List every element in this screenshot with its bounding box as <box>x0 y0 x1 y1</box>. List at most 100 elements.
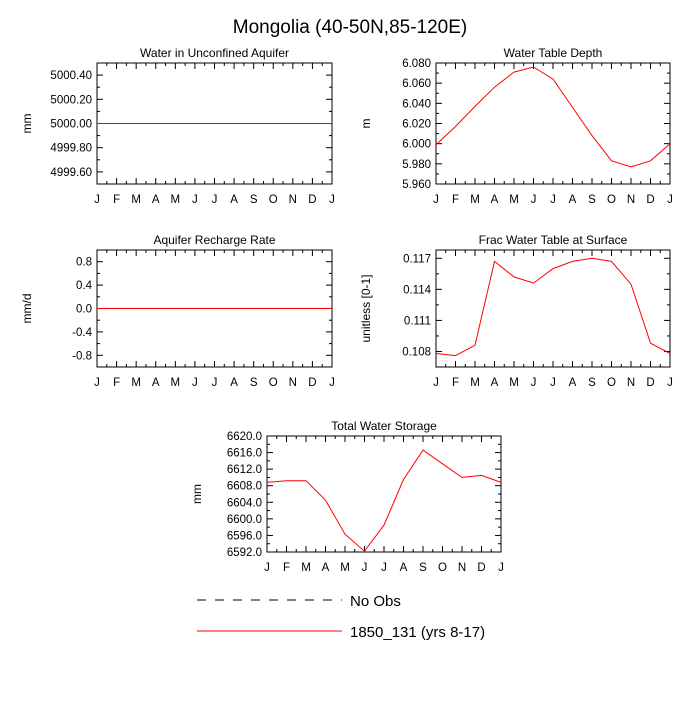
x-tick-label: D <box>308 377 316 389</box>
y-tick-label: 6.040 <box>402 98 431 110</box>
x-tick-label: J <box>667 194 673 206</box>
x-tick-label: N <box>289 194 297 206</box>
y-tick-label: 6.060 <box>402 78 431 90</box>
y-axis-label: m <box>359 119 373 129</box>
x-tick-label: A <box>569 194 577 206</box>
x-tick-label: M <box>171 194 181 206</box>
x-tick-label: F <box>452 377 459 389</box>
x-tick-label: F <box>113 194 120 206</box>
x-tick-label: J <box>362 562 368 574</box>
y-tick-label: 0.0 <box>76 304 92 316</box>
y-tick-label: 6608.0 <box>227 481 262 493</box>
panel-title: Total Water Storage <box>331 419 437 433</box>
x-tick-label: S <box>250 377 258 389</box>
x-tick-label: S <box>250 194 258 206</box>
y-axis-label: mm <box>190 484 204 504</box>
x-tick-label: N <box>458 562 466 574</box>
x-tick-label: O <box>607 194 616 206</box>
panel-title: Water in Unconfined Aquifer <box>140 46 289 60</box>
x-tick-label: A <box>230 377 238 389</box>
y-tick-label: 5000.00 <box>50 119 92 131</box>
x-tick-label: J <box>498 562 504 574</box>
x-tick-label: J <box>264 562 270 574</box>
x-tick-label: A <box>569 377 577 389</box>
y-tick-label: 6.000 <box>402 139 431 151</box>
x-tick-label: M <box>509 377 519 389</box>
x-tick-label: J <box>433 194 439 206</box>
series-line <box>435 257 671 357</box>
x-tick-label: J <box>550 377 556 389</box>
y-tick-label: 6592.0 <box>227 547 262 559</box>
x-tick-label: S <box>419 562 427 574</box>
panel-title: Frac Water Table at Surface <box>479 233 628 247</box>
x-tick-label: N <box>627 377 635 389</box>
x-tick-label: J <box>550 194 556 206</box>
y-tick-label: 5000.20 <box>50 94 92 106</box>
y-tick-label: 6596.0 <box>227 530 262 542</box>
y-tick-label: 5.980 <box>402 159 431 171</box>
x-tick-label: J <box>433 377 439 389</box>
x-tick-label: N <box>627 194 635 206</box>
legend-model-label: 1850_131 (yrs 8-17) <box>350 624 485 641</box>
y-tick-label: 0.8 <box>76 257 92 269</box>
x-tick-label: J <box>667 377 673 389</box>
legend-obs-label: No Obs <box>350 593 401 610</box>
x-tick-label: O <box>269 377 278 389</box>
x-tick-label: A <box>152 377 160 389</box>
x-tick-label: F <box>452 194 459 206</box>
x-tick-label: A <box>400 562 408 574</box>
x-tick-label: O <box>269 194 278 206</box>
x-tick-label: D <box>308 194 316 206</box>
x-tick-label: D <box>646 377 654 389</box>
y-tick-label: 6620.0 <box>227 431 262 443</box>
x-tick-label: O <box>607 377 616 389</box>
y-tick-label: 4999.80 <box>50 143 92 155</box>
y-tick-label: 6604.0 <box>227 497 262 509</box>
y-tick-label: 5000.40 <box>50 70 92 82</box>
panel-title: Aquifer Recharge Rate <box>153 233 275 247</box>
x-tick-label: A <box>491 377 499 389</box>
x-tick-label: J <box>212 377 218 389</box>
y-axis-label: unitless [0-1] <box>359 274 373 342</box>
x-tick-label: J <box>212 194 218 206</box>
y-tick-label: 5.960 <box>402 179 431 191</box>
plot-frame <box>266 435 502 553</box>
x-tick-label: M <box>171 377 181 389</box>
x-tick-label: M <box>509 194 519 206</box>
x-tick-label: J <box>531 194 537 206</box>
x-tick-label: D <box>477 562 485 574</box>
legend: No Obs 1850_131 (yrs 8-17) <box>197 593 485 641</box>
x-tick-label: M <box>301 562 311 574</box>
x-tick-label: J <box>531 377 537 389</box>
y-tick-label: 0.114 <box>403 284 432 296</box>
y-tick-label: 6.020 <box>402 119 431 131</box>
panel-title: Water Table Depth <box>504 46 603 60</box>
panel-4: Frac Water Table at Surface unitless [0-1… <box>359 233 673 389</box>
x-tick-label: J <box>381 562 387 574</box>
x-tick-label: J <box>192 377 198 389</box>
series-line <box>435 66 671 168</box>
y-axis-label: mm/d <box>20 294 34 324</box>
x-tick-label: J <box>329 377 335 389</box>
x-tick-label: J <box>329 194 335 206</box>
y-tick-label: -0.8 <box>72 350 92 362</box>
x-tick-label: M <box>470 377 480 389</box>
x-tick-label: J <box>94 194 100 206</box>
y-tick-label: 6.080 <box>402 58 431 70</box>
x-tick-label: J <box>94 377 100 389</box>
x-tick-label: M <box>131 194 141 206</box>
x-tick-label: F <box>113 377 120 389</box>
y-tick-label: 6616.0 <box>227 448 262 460</box>
y-tick-label: 0.111 <box>404 315 431 327</box>
y-tick-label: 6600.0 <box>227 514 262 526</box>
plot-frame <box>435 249 671 368</box>
x-tick-label: A <box>491 194 499 206</box>
x-tick-label: O <box>438 562 447 574</box>
x-tick-label: M <box>340 562 350 574</box>
